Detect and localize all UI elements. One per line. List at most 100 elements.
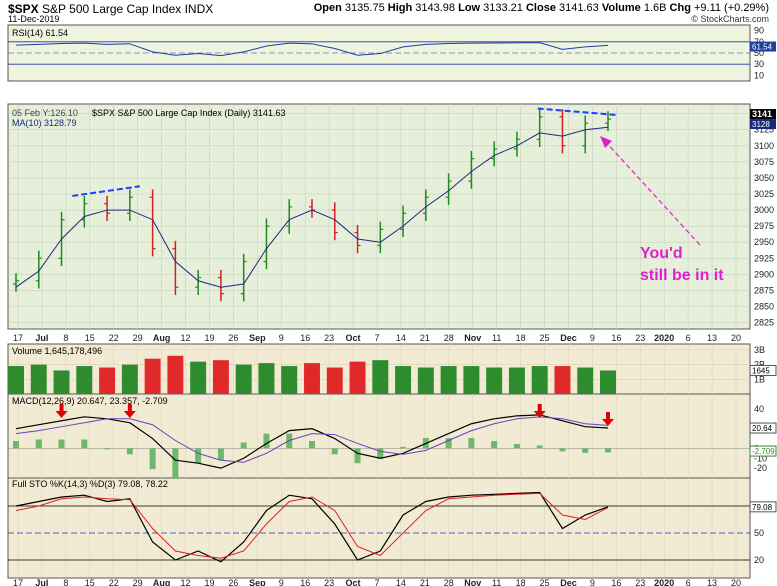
macd-histogram-bar — [81, 439, 88, 449]
macd-hist-label: -2.709 — [752, 447, 775, 456]
x-tick-label-bottom: Dec — [560, 578, 577, 586]
volume-bar — [600, 370, 616, 394]
sell-signal-arrow-shaft — [537, 404, 542, 411]
x-tick-label: 21 — [420, 333, 430, 343]
x-tick-label-bottom: 11 — [492, 578, 501, 586]
volume-bar — [349, 361, 366, 394]
macd-histogram-bar — [172, 448, 179, 478]
macd-histogram-bar — [13, 441, 19, 449]
x-tick-label-bottom: 20 — [731, 578, 741, 586]
x-tick-label-bottom: 8 — [63, 578, 68, 586]
ma-value-label: 3128 — [752, 120, 770, 129]
chart-date: 11-Dec-2019 — [8, 14, 60, 24]
volume-bar — [395, 366, 412, 394]
volume-tick: 1B — [754, 374, 765, 384]
x-tick-label-bottom: 6 — [686, 578, 691, 586]
x-tick-label-bottom: 16 — [611, 578, 621, 586]
x-tick-label-bottom: 18 — [516, 578, 526, 586]
macd-histogram-bar — [331, 448, 338, 455]
volume-bar — [76, 366, 93, 394]
x-tick-label: 16 — [611, 333, 621, 343]
ma-value-box — [750, 119, 776, 130]
x-tick-label: 2020 — [654, 333, 674, 343]
macd-signal-line — [15, 416, 609, 463]
price-tick: 3100 — [754, 141, 774, 151]
x-tick-label: 18 — [516, 333, 526, 343]
x-tick-label: 8 — [63, 333, 68, 343]
macd-histogram-bar — [400, 446, 407, 449]
price-tick: 3025 — [754, 189, 774, 199]
x-tick-label-bottom: 9 — [590, 578, 595, 586]
x-tick-label-bottom: 26 — [228, 578, 238, 586]
x-tick-label-bottom: 7 — [374, 578, 379, 586]
price-panel — [7, 103, 751, 330]
x-tick-label-bottom: 28 — [444, 578, 454, 586]
x-tick-label: 26 — [228, 333, 238, 343]
volume-bar — [281, 366, 298, 394]
x-tick-label: 22 — [109, 333, 119, 343]
sell-signal-arrow-shaft — [606, 412, 610, 419]
sto-panel — [7, 477, 751, 579]
x-tick-label-bottom: 22 — [109, 578, 119, 586]
volume-bar — [30, 364, 47, 394]
sell-signal-arrow-shaft — [127, 404, 132, 411]
volume-bar — [463, 366, 480, 394]
watermark: © StockCharts.com — [691, 14, 769, 24]
macd-histogram-bar — [605, 448, 611, 453]
sell-signal-arrow-head — [602, 419, 614, 426]
x-tick-label-bottom: 21 — [420, 578, 430, 586]
macd-value-label: 20.64 — [752, 424, 773, 433]
macd-histogram-bar — [195, 448, 202, 464]
macd-histogram-bar — [536, 445, 543, 449]
rsi-line — [15, 42, 609, 57]
volume-bar — [372, 360, 389, 394]
annotation-text-line2: still be in it — [640, 267, 724, 284]
x-tick-label: 16 — [300, 333, 310, 343]
x-tick-label: Aug — [153, 333, 171, 343]
x-tick-label-bottom: 23 — [324, 578, 334, 586]
volume-bar — [417, 367, 434, 394]
x-tick-label-bottom: 16 — [300, 578, 310, 586]
macd-histogram-bar — [445, 438, 452, 449]
macd-value-box — [749, 422, 777, 434]
ma-line — [15, 126, 609, 288]
sto-k-line — [15, 491, 609, 563]
macd-histogram-bar — [491, 441, 498, 449]
x-tick-label: 11 — [492, 333, 501, 343]
last-price-label: 3141 — [752, 109, 772, 119]
x-tick-label: Jul — [35, 333, 48, 343]
x-tick-label: 29 — [133, 333, 143, 343]
rsi-label: RSI(14) 61.54 — [12, 28, 68, 38]
price-tick: 2850 — [754, 302, 774, 312]
sell-signal-arrow-shaft — [59, 404, 64, 411]
x-tick-label: 9 — [590, 333, 595, 343]
volume-bar — [99, 367, 116, 394]
macd-histogram-bar — [468, 438, 475, 449]
volume-bar — [190, 361, 207, 394]
macd-tick: -20 — [754, 463, 767, 473]
volume-bar — [144, 358, 161, 394]
volume-bar — [167, 355, 184, 394]
trendline-dec — [537, 107, 617, 116]
price-tick: 2950 — [754, 237, 774, 247]
rsi-tick: 50 — [754, 48, 764, 58]
x-tick-label-bottom: 2020 — [654, 578, 674, 586]
rsi-value-box — [750, 41, 776, 52]
x-tick-label: 28 — [444, 333, 454, 343]
macd-tick: 40 — [754, 404, 764, 414]
macd-histogram-bar — [354, 448, 361, 464]
x-tick-label-bottom: 14 — [396, 578, 406, 586]
price-tick: 3075 — [754, 157, 774, 167]
macd-histogram-bar — [582, 448, 589, 453]
macd-line — [15, 414, 609, 469]
rsi-value-label: 61.54 — [752, 43, 773, 52]
x-tick-label-bottom: Jul — [35, 578, 48, 586]
x-tick-label: 13 — [707, 333, 717, 343]
price-tick: 3050 — [754, 173, 774, 183]
macd-histogram-bar — [149, 448, 156, 470]
x-tick-label: 25 — [540, 333, 550, 343]
x-tick-label: 6 — [686, 333, 691, 343]
macd-histogram-bar — [35, 439, 42, 449]
volume-bar — [326, 367, 343, 394]
volume-bar — [440, 366, 457, 394]
